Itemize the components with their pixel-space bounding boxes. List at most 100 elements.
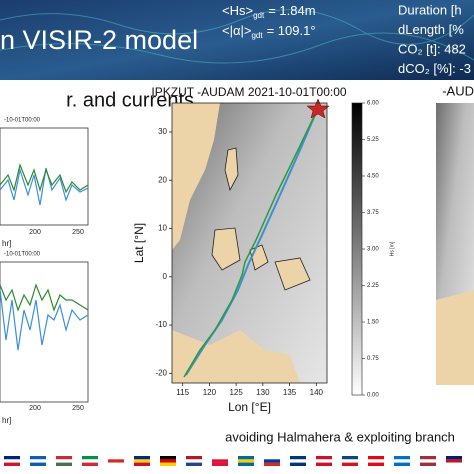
header-title: n VISIR-2 model bbox=[0, 25, 198, 55]
x-tick-label: 200 bbox=[29, 405, 41, 412]
stat-value: = 109.1° bbox=[267, 23, 316, 38]
flag-stripe bbox=[264, 462, 280, 466]
colorbar bbox=[351, 102, 363, 396]
flag-stripe bbox=[160, 456, 176, 460]
decorative-line bbox=[0, 289, 89, 351]
right-stat: CO₂ [t]: 482 bbox=[398, 41, 466, 56]
flag-stripe bbox=[4, 456, 20, 460]
flag-stripe bbox=[186, 456, 202, 460]
flag-stripe bbox=[186, 462, 202, 466]
colorbar-tick-label: 3.00 bbox=[367, 247, 379, 253]
flag-stripe bbox=[316, 462, 332, 466]
colorbar-tick-label: 0.75 bbox=[367, 356, 379, 362]
stat-label: <Hs> bbox=[222, 3, 253, 18]
decorative-line bbox=[0, 163, 89, 194]
flag-stripe bbox=[82, 462, 98, 466]
route-line bbox=[183, 107, 319, 378]
flag-stripe bbox=[446, 459, 462, 463]
flag-stripe bbox=[134, 459, 150, 463]
x-tick-label: 250 bbox=[72, 229, 84, 236]
flag-stripe bbox=[238, 459, 254, 463]
flag-stripe bbox=[368, 459, 384, 463]
stat: <|α|>gdt = 109.1° bbox=[222, 23, 316, 40]
x-tick-label: 140 bbox=[310, 388, 324, 397]
flag-stripe bbox=[342, 462, 358, 466]
flag-stripe bbox=[4, 462, 20, 466]
flag-stripe bbox=[342, 459, 358, 463]
right-stat: dCO₂ [%]: -3 bbox=[398, 61, 471, 76]
left-plot-frame bbox=[0, 127, 89, 226]
flag-stripe bbox=[368, 456, 384, 460]
flag-stripe bbox=[342, 456, 358, 460]
flag-stripe bbox=[134, 456, 150, 460]
flag-stripe bbox=[56, 462, 72, 466]
stat-label: <|α|> bbox=[222, 23, 251, 38]
flag-stripe bbox=[56, 456, 72, 460]
flag-stripe bbox=[368, 462, 384, 466]
flag-stripe bbox=[394, 462, 410, 466]
flag-stripe bbox=[316, 456, 332, 460]
stat-value: = 1.84m bbox=[268, 3, 315, 18]
caption: avoiding Halmahera & exploiting branch bbox=[225, 429, 455, 444]
land bbox=[436, 290, 474, 385]
flag-stripe bbox=[420, 459, 436, 463]
colorbar-tick-label: 3.75 bbox=[367, 210, 379, 216]
colorbar-tick-label: 5.25 bbox=[367, 137, 379, 143]
stat-sub: gdt bbox=[251, 31, 263, 40]
flag-row bbox=[4, 456, 462, 466]
flag-stripe bbox=[30, 459, 46, 463]
flag-stripe bbox=[134, 462, 150, 466]
flag-stripe bbox=[316, 459, 332, 463]
flag-stripe bbox=[264, 459, 280, 463]
colorbar-tick-label: 6.00 bbox=[367, 101, 379, 107]
x-axis-label: hr] bbox=[2, 416, 11, 425]
flag-stripe bbox=[212, 456, 228, 460]
flag-stripe bbox=[186, 459, 202, 463]
stat: <Hs>gdt = 1.84m bbox=[222, 3, 316, 20]
colorbar-tick-label: 4.50 bbox=[367, 174, 379, 180]
x-tick-label: 130 bbox=[256, 388, 270, 397]
flag-stripe bbox=[394, 456, 410, 460]
x-axis-label: Lon [°E] bbox=[228, 400, 271, 414]
flag-stripe bbox=[4, 459, 20, 463]
flag-stripe bbox=[238, 462, 254, 466]
y-tick-label: 0 bbox=[163, 272, 168, 281]
x-tick-label: 250 bbox=[72, 405, 84, 412]
y-axis-label: Lat [°N] bbox=[132, 223, 146, 263]
flag-stripe bbox=[290, 459, 306, 463]
flag-stripe bbox=[160, 462, 176, 466]
x-tick-label: 115 bbox=[176, 388, 189, 397]
flag-stripe bbox=[212, 462, 228, 466]
wave-texture bbox=[0, 9, 474, 64]
x-axis-label: hr] bbox=[2, 239, 11, 248]
land bbox=[172, 330, 300, 383]
right-stat: dLength [% bbox=[398, 22, 464, 37]
flag-stripe bbox=[264, 456, 280, 460]
flag-stripe bbox=[212, 459, 228, 463]
plot-title: -10-01T00:00 bbox=[4, 118, 41, 124]
flag-stripe bbox=[238, 456, 254, 460]
plot-title: -10-01T00:00 bbox=[4, 252, 41, 258]
flag-stripe bbox=[290, 456, 306, 460]
flag-stripe bbox=[108, 456, 124, 460]
header-band bbox=[0, 0, 474, 80]
x-tick-label: 120 bbox=[203, 388, 217, 397]
flag-stripe bbox=[160, 459, 176, 463]
flag-stripe bbox=[420, 462, 436, 466]
decorative-line bbox=[0, 167, 89, 206]
decorative-line bbox=[0, 283, 89, 312]
right-stat: Duration [h bbox=[398, 2, 462, 17]
colorbar-tick-label: 0.00 bbox=[367, 393, 379, 399]
flag-stripe bbox=[30, 462, 46, 466]
flag-stripe bbox=[82, 459, 98, 463]
island bbox=[211, 227, 311, 291]
left-plot-frame bbox=[0, 261, 89, 403]
y-tick-label: -10 bbox=[155, 320, 167, 329]
y-tick-label: -20 bbox=[155, 368, 167, 377]
y-tick-label: 30 bbox=[158, 127, 167, 136]
map-frame bbox=[171, 102, 328, 384]
flag-stripe bbox=[108, 459, 124, 463]
colorbar-tick-label: 2.25 bbox=[367, 283, 379, 289]
flag-stripe bbox=[30, 456, 46, 460]
